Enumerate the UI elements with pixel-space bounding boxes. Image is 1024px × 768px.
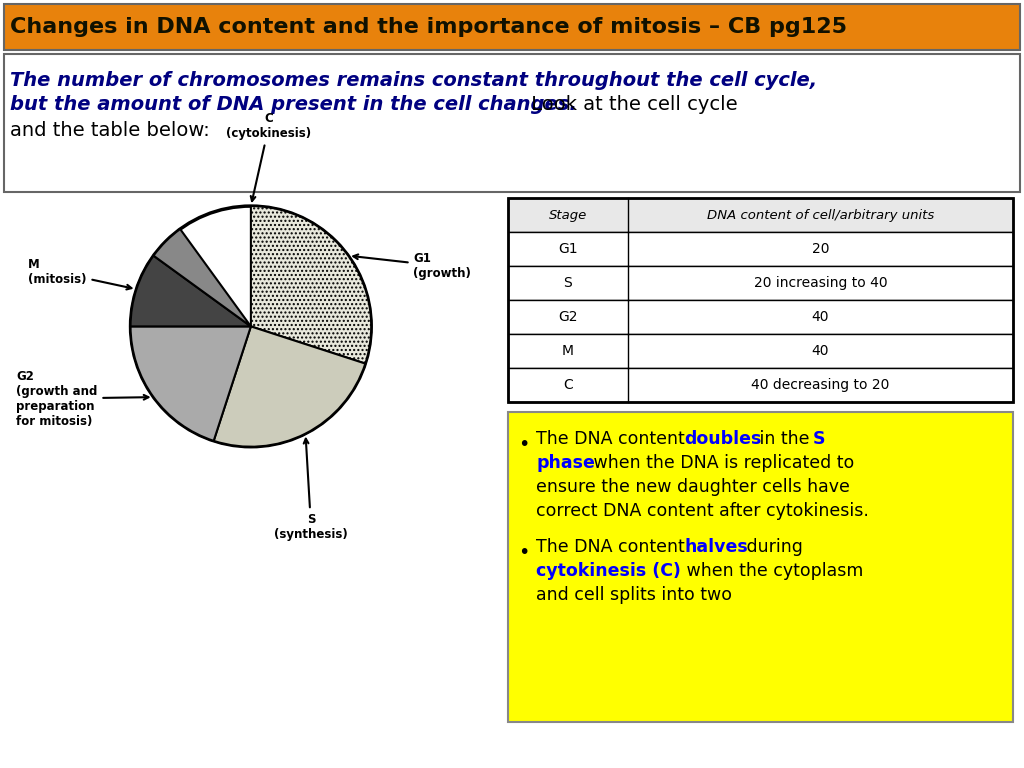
Text: in the: in the	[754, 430, 815, 448]
Bar	[508, 368, 1013, 402]
Bar	[508, 198, 1013, 402]
Text: •: •	[518, 543, 529, 562]
Text: S: S	[563, 276, 572, 290]
Bar	[508, 232, 1013, 266]
Text: Changes in DNA content and the importance of mitosis – CB pg125: Changes in DNA content and the importanc…	[10, 17, 847, 37]
Bar	[4, 4, 1020, 50]
Text: correct DNA content after cytokinesis.: correct DNA content after cytokinesis.	[536, 502, 869, 520]
Wedge shape	[131, 256, 251, 326]
Text: 40: 40	[812, 310, 829, 324]
Text: 40: 40	[812, 344, 829, 358]
Text: G1
(growth): G1 (growth)	[353, 252, 471, 280]
Text: 20 increasing to 40: 20 increasing to 40	[754, 276, 888, 290]
Text: G2: G2	[558, 310, 578, 324]
Text: when the DNA is replicated to: when the DNA is replicated to	[588, 454, 854, 472]
Text: S
(synthesis): S (synthesis)	[274, 439, 348, 541]
Text: and the table below:: and the table below:	[10, 121, 210, 140]
Wedge shape	[131, 326, 251, 441]
Text: 40 decreasing to 20: 40 decreasing to 20	[752, 378, 890, 392]
Text: C
(cytokinesis): C (cytokinesis)	[226, 112, 311, 201]
Text: when the cytoplasm: when the cytoplasm	[681, 562, 863, 580]
Wedge shape	[251, 206, 371, 363]
Text: The DNA content: The DNA content	[536, 538, 690, 556]
Text: phase: phase	[536, 454, 595, 472]
Bar	[4, 54, 1020, 192]
Wedge shape	[214, 326, 366, 447]
Text: S: S	[813, 430, 825, 448]
Text: but the amount of DNA present in the cell changes.: but the amount of DNA present in the cel…	[10, 95, 577, 114]
Text: The DNA content: The DNA content	[536, 430, 690, 448]
Text: M
(mitosis): M (mitosis)	[29, 258, 131, 290]
Text: G1: G1	[558, 242, 578, 256]
Text: halves: halves	[684, 538, 748, 556]
Text: 20: 20	[812, 242, 829, 256]
Text: doubles: doubles	[684, 430, 762, 448]
Text: Look at the cell cycle: Look at the cell cycle	[525, 95, 737, 114]
Bar	[508, 412, 1013, 722]
Text: G2
(growth and
preparation
for mitosis): G2 (growth and preparation for mitosis)	[16, 369, 148, 428]
Text: •: •	[518, 435, 529, 454]
Bar	[508, 266, 1013, 300]
Text: cytokinesis (C): cytokinesis (C)	[536, 562, 681, 580]
Text: C: C	[563, 378, 572, 392]
Text: during: during	[741, 538, 803, 556]
Text: Stage: Stage	[549, 208, 587, 221]
Text: DNA content of cell/arbitrary units: DNA content of cell/arbitrary units	[707, 208, 934, 221]
Text: M: M	[562, 344, 574, 358]
Text: ensure the new daughter cells have: ensure the new daughter cells have	[536, 478, 850, 496]
Bar	[508, 300, 1013, 334]
Bar	[508, 198, 1013, 232]
Text: and cell splits into two: and cell splits into two	[536, 586, 732, 604]
Text: The number of chromosomes remains constant throughout the cell cycle,: The number of chromosomes remains consta…	[10, 71, 817, 90]
Wedge shape	[154, 229, 251, 326]
Bar	[508, 334, 1013, 368]
